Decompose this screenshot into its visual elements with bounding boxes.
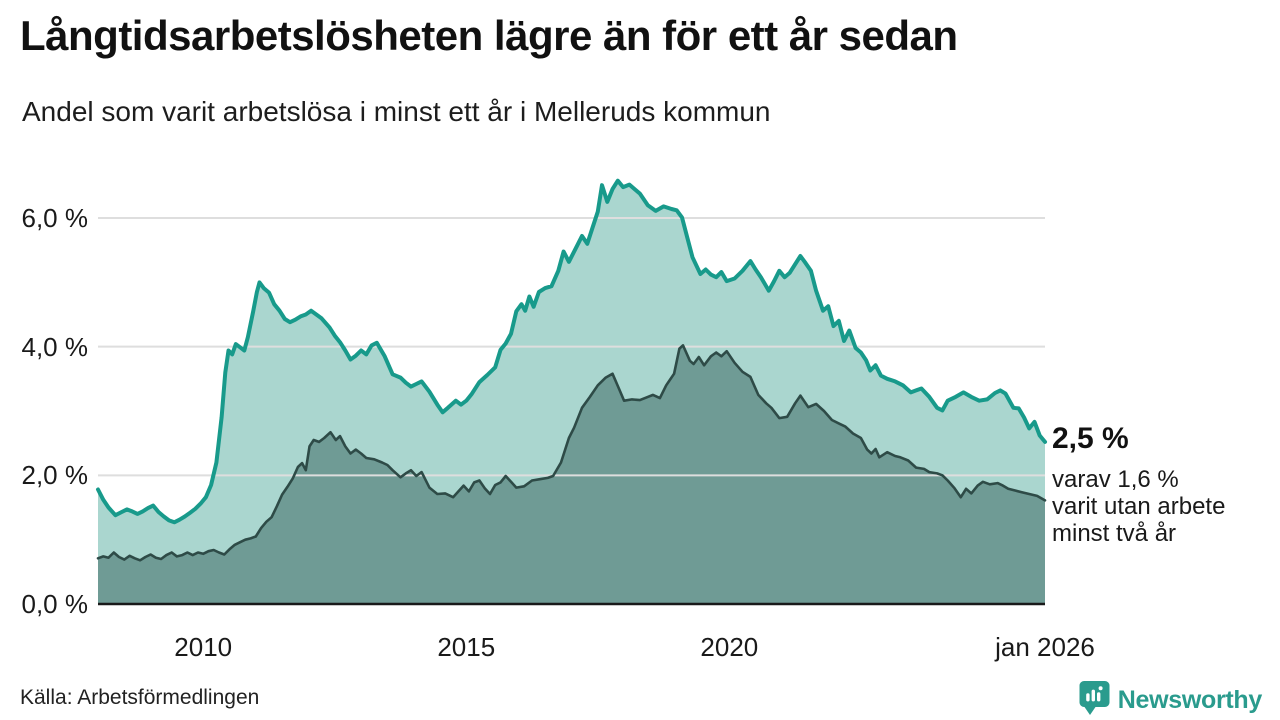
x-tick-label: jan 2026 bbox=[995, 632, 1095, 662]
newsworthy-wordmark: Newsworthy bbox=[1117, 686, 1263, 714]
y-tick-label: 2,0 % bbox=[21, 460, 89, 491]
annotation-detail-line: varav 1,6 % bbox=[1052, 466, 1179, 493]
y-tick-label: 4,0 % bbox=[21, 331, 89, 362]
y-tick-label: 6,0 % bbox=[21, 203, 89, 234]
annotation-detail-line: varit utan arbete bbox=[1052, 493, 1226, 520]
source-caption: Källa: Arbetsförmedlingen bbox=[20, 686, 260, 709]
y-tick-label: 0,0 % bbox=[21, 589, 89, 619]
chart-subtitle: Andel som varit arbetslösa i minst ett å… bbox=[22, 96, 771, 127]
end-value-annotation: 2,5 % bbox=[1052, 422, 1129, 455]
page-title: Långtidsarbetslösheten lägre än för ett … bbox=[20, 12, 958, 59]
newsworthy-logo[interactable]: Newsworthy bbox=[1079, 680, 1262, 720]
x-tick-label: 2010 bbox=[174, 632, 233, 662]
x-tick-label: 2015 bbox=[437, 632, 496, 662]
x-tick-label: 2020 bbox=[700, 632, 759, 662]
line-two-years bbox=[96, 344, 1047, 562]
annotation-detail-line: minst två år bbox=[1052, 520, 1177, 547]
line-total bbox=[96, 178, 1047, 525]
newsworthy-bubble-chart-icon bbox=[1079, 680, 1110, 720]
